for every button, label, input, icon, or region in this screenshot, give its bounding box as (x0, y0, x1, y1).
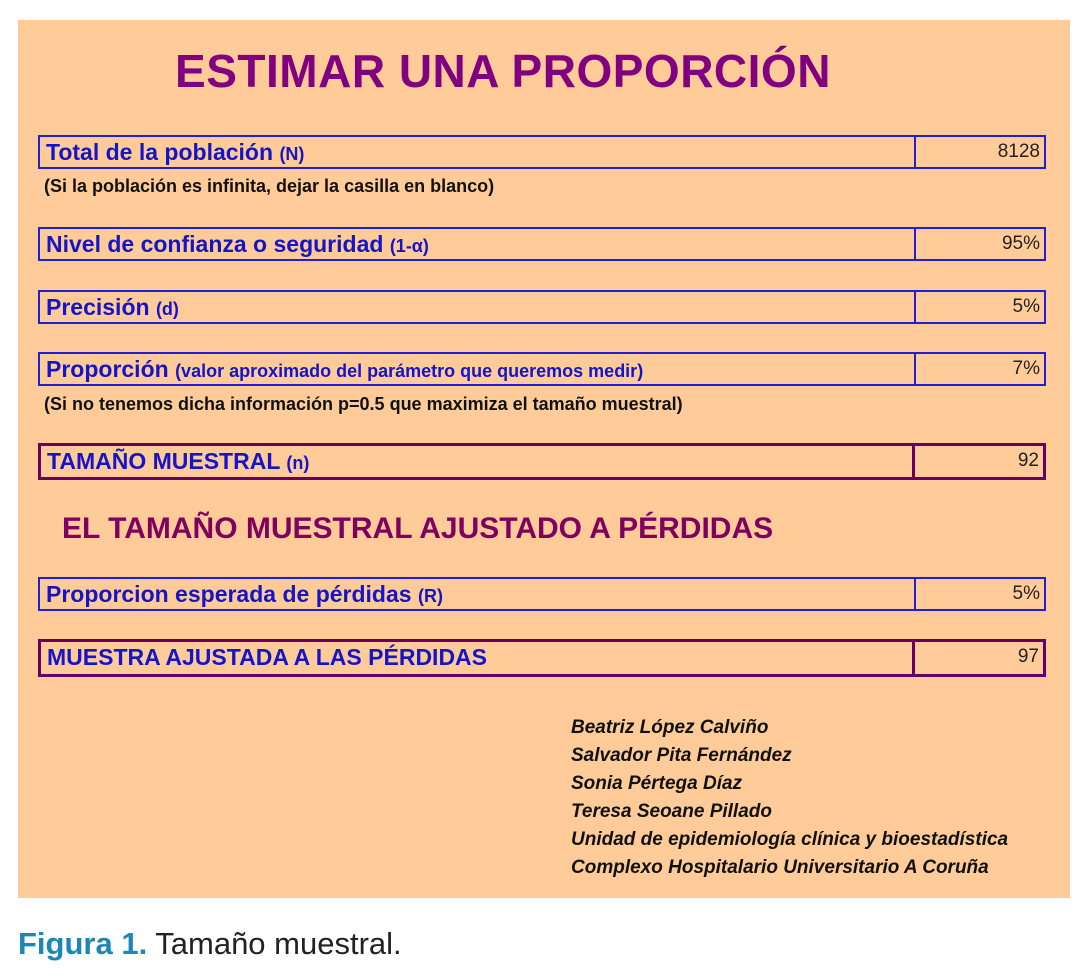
affiliation: Complexo Hospitalario Universitario A Co… (571, 857, 989, 878)
authors-block: Beatriz López Calviño Salvador Pita Fern… (571, 714, 1008, 882)
precision-row: Precisión (d) 5% (38, 290, 1046, 324)
adjusted-sample-label: MUESTRA AJUSTADA A LAS PÉRDIDAS (47, 644, 487, 670)
figure-caption: Figura 1. Tamaño muestral. (18, 926, 402, 962)
proportion-row: Proporción (valor aproximado del parámet… (38, 352, 1046, 386)
author: Teresa Seoane Pillado (571, 801, 772, 822)
loss-param: (R) (417, 586, 443, 606)
population-param: (N) (279, 144, 305, 164)
sample-size-param: (n) (286, 453, 310, 473)
affiliation: Unidad de epidemiología clínica y bioest… (571, 829, 1009, 850)
loss-label: Proporcion esperada de pérdidas (46, 581, 412, 607)
proportion-note: (Si no tenemos dicha información p=0.5 q… (44, 394, 683, 414)
precision-input[interactable]: 5% (1012, 296, 1040, 317)
confidence-label: Nivel de confianza o seguridad (46, 231, 384, 257)
adjusted-sample-row: MUESTRA AJUSTADA A LAS PÉRDIDAS 97 (38, 639, 1046, 677)
population-input[interactable]: 8128 (997, 141, 1040, 162)
proportion-label: Proporción (46, 356, 169, 382)
loss-row: Proporcion esperada de pérdidas (R) 5% (38, 577, 1046, 611)
confidence-param: (1-α) (389, 236, 429, 256)
loss-input[interactable]: 5% (1012, 583, 1040, 604)
section-subtitle: EL TAMAÑO MUESTRAL AJUSTADO A PÉRDIDAS (62, 512, 774, 545)
adjusted-sample-result: 97 (1017, 646, 1039, 667)
population-row: Total de la población (N) 8128 (38, 135, 1046, 169)
author: Sonia Pértega Díaz (571, 773, 743, 794)
proportion-input[interactable]: 7% (1012, 358, 1040, 379)
page-title: ESTIMAR UNA PROPORCIÓN (175, 45, 831, 97)
proportion-param: (valor aproximado del parámetro que quer… (175, 361, 644, 381)
sample-size-result: 92 (1017, 450, 1039, 471)
figure-text: Tamaño muestral. (155, 926, 402, 961)
population-label: Total de la población (46, 139, 274, 165)
sample-size-label: TAMAÑO MUESTRAL (47, 448, 280, 474)
author: Salvador Pita Fernández (571, 745, 792, 766)
population-note: (Si la población es infinita, dejar la c… (44, 176, 495, 196)
confidence-row: Nivel de confianza o seguridad (1-α) 95% (38, 227, 1046, 261)
figure-number: Figura 1. (18, 926, 148, 961)
calculator-panel: ESTIMAR UNA PROPORCIÓN Total de la pobla… (18, 20, 1070, 898)
sample-size-row: TAMAÑO MUESTRAL (n) 92 (38, 443, 1046, 480)
precision-label: Precisión (46, 294, 150, 320)
author: Beatriz López Calviño (571, 717, 769, 738)
precision-param: (d) (155, 299, 179, 319)
confidence-input[interactable]: 95% (1001, 233, 1040, 254)
